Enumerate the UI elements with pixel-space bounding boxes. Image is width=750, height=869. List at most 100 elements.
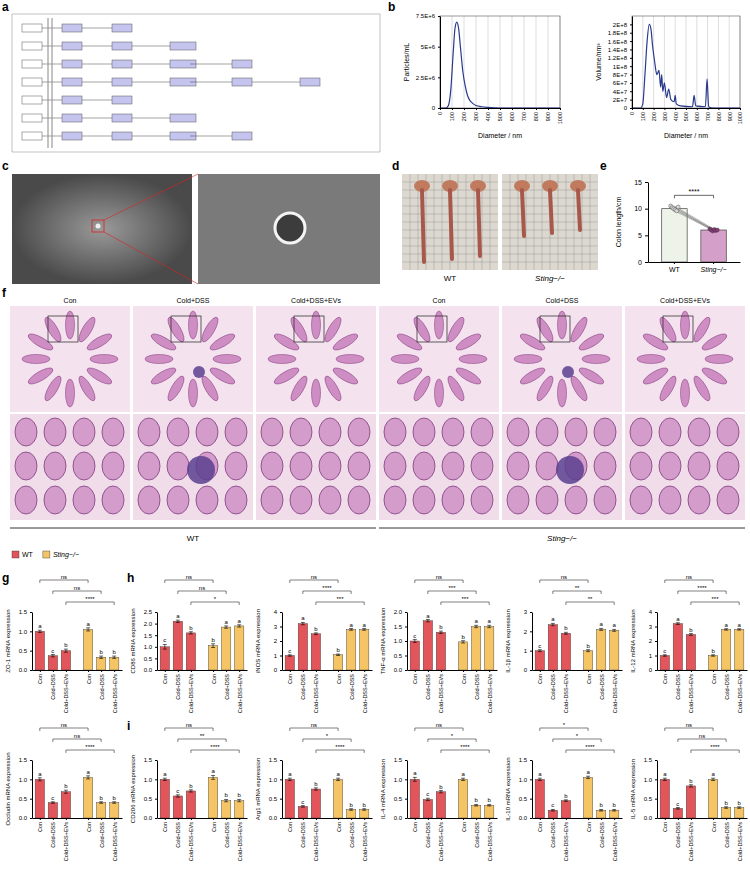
colon	[550, 190, 552, 233]
tick: 0.0	[19, 815, 32, 821]
significance-bracket	[441, 602, 489, 605]
tick: Cold+DSS+EVs	[188, 818, 194, 861]
y-axis: 02.5E+65E+67.5E+6	[416, 13, 441, 111]
tick-label: Cold+DSS+EVs	[737, 822, 743, 861]
tick: Cold+DSS	[99, 670, 105, 700]
significance-label: ns	[561, 574, 567, 580]
grid-line	[548, 16, 549, 108]
tick-label: 4	[274, 609, 278, 615]
crypt	[44, 418, 66, 446]
tick-mark	[686, 108, 687, 110]
significance-label: ns	[61, 722, 67, 728]
tick-mark	[655, 760, 657, 761]
group-letter: c	[163, 637, 166, 643]
tick-label: 200	[461, 112, 467, 121]
tick: 200	[461, 108, 467, 121]
group-letter: c	[413, 633, 416, 639]
grid-line	[632, 16, 633, 108]
crypt	[167, 486, 189, 514]
tick-mark	[155, 647, 157, 648]
significance-bracket	[674, 195, 713, 198]
y-axis-line	[440, 17, 441, 109]
pathway-node	[300, 78, 320, 86]
tick-label: Cold+DSS+EVs	[313, 674, 319, 713]
tick: 5E+6	[421, 44, 440, 50]
data-line	[440, 22, 560, 108]
tick: Cold+DSS+EVs	[313, 670, 319, 713]
tick: 0.5	[19, 796, 32, 802]
tick: Cold+DSS+EVs	[612, 670, 618, 713]
crypt	[319, 418, 341, 446]
error-bar	[237, 799, 241, 801]
tick: 200	[651, 108, 657, 121]
group-letter: b	[586, 643, 590, 649]
pathway-node	[62, 132, 82, 140]
x-axis: ConCold+DSSCold+DSS+EVsConCold+DSSCold+D…	[283, 670, 373, 713]
crypt	[138, 486, 160, 514]
error-bar	[38, 778, 42, 781]
pathway-node	[170, 114, 196, 122]
tick-mark	[364, 818, 365, 820]
tick-mark	[30, 760, 32, 761]
bar	[311, 789, 320, 818]
y-axis: 0.00.51.01.5	[269, 757, 283, 821]
tick-mark	[614, 818, 615, 820]
error-bar	[163, 778, 167, 780]
photo-grid	[502, 238, 598, 239]
bar-chart: acbabb0.00.51.01.5ConCold+DSSCold+DSS+EV…	[255, 722, 373, 862]
tick: Cold+DSS	[224, 818, 230, 848]
tick-label: Cold+DSS+EVs	[112, 674, 118, 713]
tick-mark	[530, 612, 532, 613]
tick-label: 0.5	[19, 648, 28, 654]
tick: 5	[638, 232, 648, 239]
tick: Con	[412, 670, 418, 684]
significance-label: ****	[85, 744, 95, 750]
panel-label: b	[388, 0, 395, 14]
crypt	[688, 452, 710, 480]
tick-label: Cold+DSS	[175, 674, 181, 700]
tick: Cold+DSS	[599, 818, 605, 848]
error-bar	[724, 629, 728, 630]
crypt	[507, 486, 529, 514]
tick-mark	[30, 779, 32, 780]
significance-label: ****	[85, 596, 95, 602]
tick-label: 1.6E+8	[608, 39, 628, 45]
tick: Cold+DSS	[550, 670, 556, 700]
tick: Cold+DSS	[550, 818, 556, 848]
tick-mark	[645, 182, 648, 183]
x-axis: ConCold+DSSCold+DSS+EVsConCold+DSSCold+D…	[533, 818, 623, 861]
tick-mark	[713, 818, 714, 820]
group-letter: b	[738, 800, 742, 806]
tick: 1.0	[19, 629, 32, 635]
tick: 1.5	[644, 757, 657, 763]
plot-marks	[535, 623, 619, 670]
tick-mark	[530, 779, 532, 780]
significance-bracket	[428, 591, 476, 594]
group-letter: a	[288, 771, 292, 777]
tick: 1.0	[644, 777, 657, 783]
bar-chart: cabbaa01234ConCold+DSSCold+DSS+EVsConCol…	[630, 574, 748, 714]
bar	[298, 806, 307, 818]
group-letter: b	[599, 802, 603, 808]
pathway-edge	[132, 118, 170, 119]
tick: 3	[274, 624, 282, 630]
tick-mark	[678, 818, 679, 820]
tick-mark	[713, 262, 714, 264]
bar	[708, 656, 717, 671]
column-label: Con	[433, 297, 446, 304]
bar	[423, 621, 432, 670]
significance-bracket	[191, 602, 239, 605]
tick-label: 0.0	[394, 667, 403, 673]
tick: Cold+DSS+EVs	[63, 670, 69, 713]
x-axis: 01002003004005006007008009001000	[437, 108, 563, 124]
bar	[359, 809, 368, 818]
crypt	[44, 452, 66, 480]
significance-label: ***	[462, 596, 470, 602]
tick: 0.0	[394, 815, 407, 821]
crypt	[312, 311, 321, 339]
bar	[346, 809, 355, 818]
tick-mark	[553, 818, 554, 820]
tick-label: 2.5E+6	[416, 75, 436, 81]
tick: Con	[287, 818, 293, 832]
bar	[660, 656, 669, 671]
